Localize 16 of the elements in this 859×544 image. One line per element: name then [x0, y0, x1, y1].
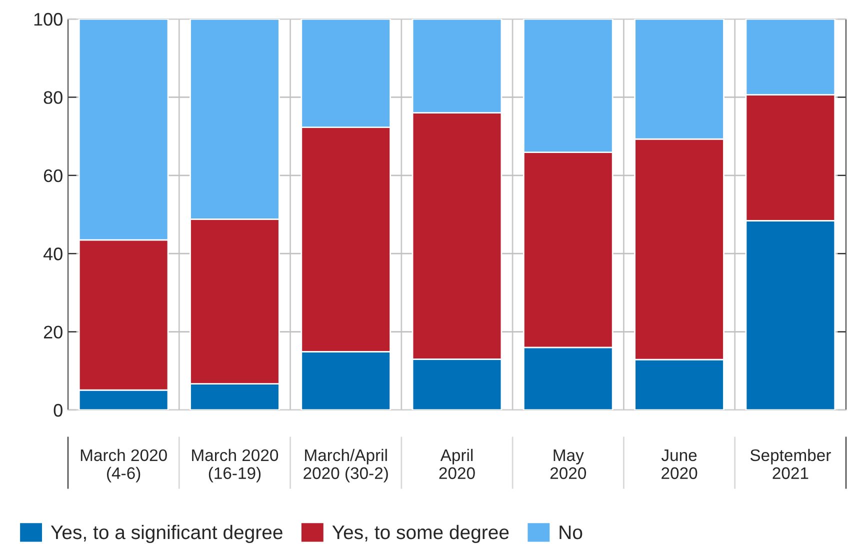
y-tick-label: 20: [44, 326, 62, 339]
legend-label: Yes, to some degree: [332, 524, 509, 544]
x-tick-label: March/April 2020 (30-2): [304, 448, 388, 482]
x-tick-label: May 2020: [550, 450, 586, 480]
y-tick-label: 100: [34, 12, 62, 26]
x-tick-label: June 2020: [661, 450, 698, 480]
x-tick-label: September 2021: [750, 448, 831, 480]
legend-label: Yes, to a significant degree: [50, 524, 282, 544]
x-tick-label: March 2020 (4-6): [80, 448, 167, 482]
x-tick-label: March 2020 (16-19): [192, 448, 278, 482]
y-tick-label: 40: [43, 248, 62, 260]
legend-label: No: [560, 526, 582, 540]
y-tick-label: 80: [44, 91, 62, 104]
x-tick-label: April 2020: [439, 448, 475, 480]
y-tick-label: 0: [54, 404, 62, 417]
y-tick-label: 60: [44, 169, 62, 182]
